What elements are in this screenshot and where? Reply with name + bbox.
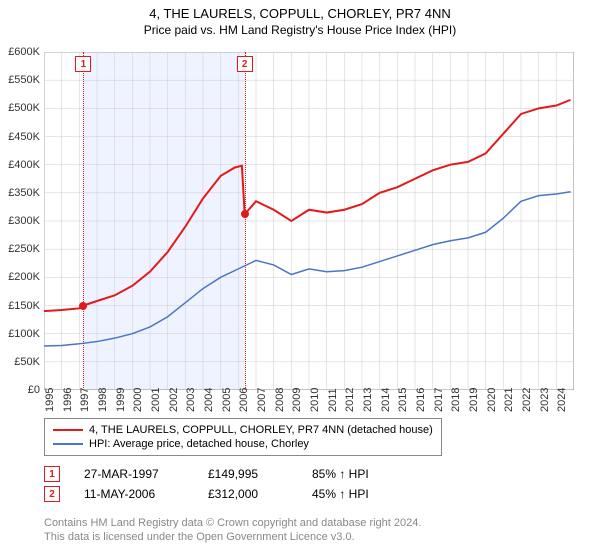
x-tick-label: 2008 [274, 388, 286, 412]
x-tick-label: 2011 [327, 388, 339, 412]
footer-line-2: This data is licensed under the Open Gov… [44, 530, 421, 544]
sale-marker-2: 2 [44, 486, 60, 502]
table-row: 1 27-MAR-1997 £149,995 85% ↑ HPI [44, 464, 369, 484]
y-tick-label: £600K [0, 46, 40, 58]
legend-swatch-hpi [53, 443, 83, 445]
legend-swatch-price [53, 429, 83, 431]
sales-table: 1 27-MAR-1997 £149,995 85% ↑ HPI 2 11-MA… [44, 464, 369, 504]
x-tick-label: 1998 [97, 388, 109, 412]
chart-svg [44, 52, 574, 390]
x-tick-label: 2016 [415, 388, 427, 412]
x-tick-label: 2022 [521, 388, 533, 412]
chart-marker: 1 [75, 56, 91, 72]
x-tick-label: 2009 [291, 388, 303, 412]
y-tick-label: £500K [0, 102, 40, 114]
x-tick-label: 2002 [168, 388, 180, 412]
sale-price: £312,000 [208, 487, 288, 501]
x-tick-label: 2001 [150, 388, 162, 412]
legend-item-hpi: HPI: Average price, detached house, Chor… [53, 437, 433, 451]
x-tick-label: 2003 [185, 388, 197, 412]
y-tick-label: £150K [0, 300, 40, 312]
sale-hpi: 45% ↑ HPI [312, 487, 369, 501]
legend: 4, THE LAURELS, COPPULL, CHORLEY, PR7 4N… [44, 418, 442, 456]
y-tick-label: £300K [0, 215, 40, 227]
sale-date: 11-MAY-2006 [84, 487, 184, 501]
sale-date: 27-MAR-1997 [84, 467, 184, 481]
chart-subtitle: Price paid vs. HM Land Registry's House … [0, 21, 600, 43]
x-tick-label: 2014 [380, 388, 392, 412]
footer-line-1: Contains HM Land Registry data © Crown c… [44, 516, 421, 530]
y-tick-label: £0 [0, 384, 40, 396]
legend-item-price: 4, THE LAURELS, COPPULL, CHORLEY, PR7 4N… [53, 423, 433, 437]
x-tick-label: 2020 [486, 388, 498, 412]
x-tick-label: 2013 [362, 388, 374, 412]
x-tick-label: 2017 [433, 388, 445, 412]
chart-marker: 2 [237, 56, 253, 72]
y-tick-label: £50K [0, 356, 40, 368]
y-tick-label: £100K [0, 328, 40, 340]
legend-label-hpi: HPI: Average price, detached house, Chor… [89, 438, 309, 450]
x-tick-label: 2010 [309, 388, 321, 412]
x-tick-label: 2023 [539, 388, 551, 412]
x-tick-label: 1999 [115, 388, 127, 412]
sale-hpi: 85% ↑ HPI [312, 467, 369, 481]
x-tick-label: 2019 [468, 388, 480, 412]
x-tick-label: 2005 [221, 388, 233, 412]
x-tick-label: 1997 [79, 388, 91, 412]
x-tick-label: 2018 [450, 388, 462, 412]
sale-price: £149,995 [208, 467, 288, 481]
footer: Contains HM Land Registry data © Crown c… [44, 516, 421, 545]
x-tick-label: 2007 [256, 388, 268, 412]
x-tick-label: 2021 [503, 388, 515, 412]
x-tick-label: 2012 [344, 388, 356, 412]
y-tick-label: £400K [0, 159, 40, 171]
table-row: 2 11-MAY-2006 £312,000 45% ↑ HPI [44, 484, 369, 504]
x-tick-label: 2000 [132, 388, 144, 412]
y-tick-label: £450K [0, 131, 40, 143]
legend-label-price: 4, THE LAURELS, COPPULL, CHORLEY, PR7 4N… [89, 424, 433, 436]
x-tick-label: 2004 [203, 388, 215, 412]
y-tick-label: £350K [0, 187, 40, 199]
x-tick-label: 2015 [397, 388, 409, 412]
x-tick-label: 1996 [62, 388, 74, 412]
y-tick-label: £250K [0, 243, 40, 255]
chart-area: £0£50K£100K£150K£200K£250K£300K£350K£400… [44, 52, 574, 390]
y-tick-label: £200K [0, 271, 40, 283]
x-tick-label: 2024 [556, 388, 568, 412]
x-tick-label: 1995 [44, 388, 56, 412]
chart-container: { "title": "4, THE LAURELS, COPPULL, CHO… [0, 0, 600, 560]
y-tick-label: £550K [0, 74, 40, 86]
x-tick-label: 2006 [238, 388, 250, 412]
sale-marker-1: 1 [44, 466, 60, 482]
chart-title: 4, THE LAURELS, COPPULL, CHORLEY, PR7 4N… [0, 0, 600, 21]
